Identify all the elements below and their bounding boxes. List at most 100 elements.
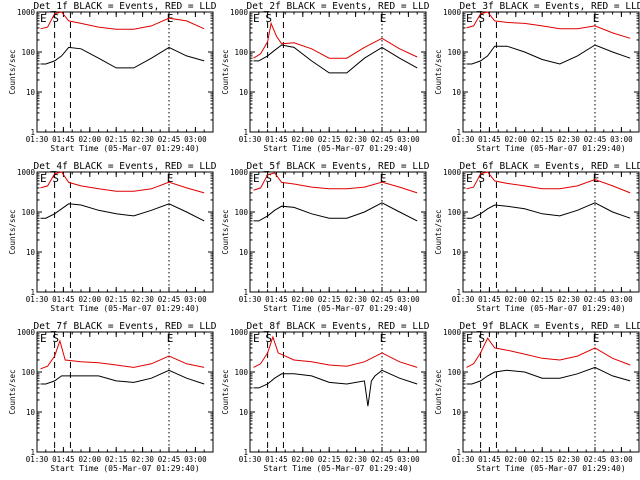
y-tick-label: 1000 xyxy=(443,168,462,177)
x-tick-label: 02:00 xyxy=(292,135,315,144)
event-marker-S: S xyxy=(52,12,59,25)
events-series-line xyxy=(466,366,631,385)
event-marker-E: E xyxy=(466,332,473,345)
y-tick-label: 10 xyxy=(239,408,249,417)
panel-title: Det_1f BLACK = Events, RED = LLD xyxy=(33,1,216,12)
x-tick-label: 02:00 xyxy=(505,135,528,144)
x-tick-label: 02:15 xyxy=(105,135,128,144)
x-axis-label: Start Time (05-Mar-07 01:29:40) xyxy=(476,304,625,313)
x-tick-label: 02:15 xyxy=(105,295,128,304)
lld-series-line xyxy=(40,339,205,370)
y-tick-label: 1 xyxy=(243,288,248,297)
x-tick-label: 03:00 xyxy=(610,455,633,464)
x-tick-label: 02:45 xyxy=(584,455,607,464)
y-tick-label: 1000 xyxy=(230,168,249,177)
event-marker-S: S xyxy=(478,332,485,345)
y-axis-label: Counts/sec xyxy=(221,49,230,94)
x-tick-label: 02:00 xyxy=(505,295,528,304)
x-axis-label: Start Time (05-Mar-07 01:29:40) xyxy=(50,464,199,473)
plot-frame xyxy=(249,331,427,453)
y-axis-label: Counts/sec xyxy=(434,209,443,254)
x-tick-label: 02:15 xyxy=(531,135,554,144)
event-marker-E: E xyxy=(593,332,600,345)
event-marker-S: S xyxy=(265,332,272,345)
panel-1: Det_1f BLACK = Events, RED = LLD 1 10 100 10… xyxy=(8,1,217,153)
event-marker-E: E xyxy=(593,12,600,25)
x-tick-label: 02:00 xyxy=(505,455,528,464)
event-marker-E: E xyxy=(380,12,387,25)
x-tick-label: 02:00 xyxy=(292,455,315,464)
y-tick-label: 100 xyxy=(21,368,35,377)
y-tick-label: 1000 xyxy=(17,328,36,337)
y-tick-label: 1 xyxy=(30,288,35,297)
y-tick-label: 10 xyxy=(452,408,462,417)
y-tick-label: 100 xyxy=(234,48,248,57)
event-marker-E: E xyxy=(253,332,260,345)
panel-title: Det_6f BLACK = Events, RED = LLD xyxy=(459,161,640,172)
panel-7: Det_7f BLACK = Events, RED = LLD 1 10 100 10… xyxy=(8,321,217,473)
y-tick-label: 1 xyxy=(243,448,248,457)
lld-series-line xyxy=(466,171,631,194)
y-axis-label: Counts/sec xyxy=(8,369,17,414)
x-tick-label: 01:30 xyxy=(239,135,262,144)
x-tick-label: 02:30 xyxy=(344,455,367,464)
events-series-line xyxy=(253,44,418,74)
y-axis-label: Counts/sec xyxy=(221,209,230,254)
y-tick-label: 1000 xyxy=(230,8,249,17)
x-tick-label: 03:00 xyxy=(184,295,207,304)
x-tick-label: 02:30 xyxy=(344,295,367,304)
y-axis-label: Counts/sec xyxy=(8,209,17,254)
x-tick-label: 02:30 xyxy=(131,295,154,304)
y-tick-label: 1 xyxy=(243,128,248,137)
panel-8: Det_8f BLACK = Events, RED = LLD 1 10 100 10… xyxy=(221,321,430,473)
y-tick-label: 1 xyxy=(456,448,461,457)
x-tick-label: 02:15 xyxy=(318,135,341,144)
event-marker-S: S xyxy=(478,12,485,25)
y-axis-label: Counts/sec xyxy=(8,49,17,94)
x-tick-label: 02:45 xyxy=(158,135,181,144)
lld-series-line xyxy=(253,172,418,194)
x-axis-label: Start Time (05-Mar-07 01:29:40) xyxy=(263,144,412,153)
events-series-line xyxy=(40,46,205,69)
x-axis-label: Start Time (05-Mar-07 01:29:40) xyxy=(263,304,412,313)
panel-title: Det_4f BLACK = Events, RED = LLD xyxy=(33,161,216,172)
events-series-line xyxy=(253,202,418,222)
x-tick-label: 02:00 xyxy=(79,135,102,144)
panel-9: Det_9f BLACK = Events, RED = LLD 1 10 100 10… xyxy=(434,321,640,473)
x-tick-label: 02:45 xyxy=(371,455,394,464)
y-tick-label: 100 xyxy=(21,208,35,217)
lld-series-line xyxy=(466,11,631,39)
y-tick-label: 1000 xyxy=(230,328,249,337)
y-tick-label: 100 xyxy=(447,48,461,57)
y-tick-label: 100 xyxy=(447,208,461,217)
x-tick-label: 02:00 xyxy=(79,295,102,304)
x-axis-label: Start Time (05-Mar-07 01:29:40) xyxy=(476,144,625,153)
y-tick-label: 1000 xyxy=(17,168,36,177)
y-tick-label: 1000 xyxy=(443,328,462,337)
events-series-line xyxy=(253,369,418,407)
panel-title: Det_8f BLACK = Events, RED = LLD xyxy=(246,321,429,332)
panel-4: Det_4f BLACK = Events, RED = LLD 1 10 100 10… xyxy=(8,161,217,313)
y-tick-label: 1 xyxy=(30,448,35,457)
panel-title: Det_9f BLACK = Events, RED = LLD xyxy=(459,321,640,332)
x-tick-label: 01:45 xyxy=(52,295,75,304)
plot-frame xyxy=(462,331,640,453)
lld-series-line xyxy=(40,171,205,194)
panel-6: Det_6f BLACK = Events, RED = LLD 1 10 100 10… xyxy=(434,161,640,313)
event-marker-E: E xyxy=(167,332,174,345)
panel-title: Det_3f BLACK = Events, RED = LLD xyxy=(459,1,640,12)
panel-title: Det_2f BLACK = Events, RED = LLD xyxy=(246,1,429,12)
x-tick-label: 03:00 xyxy=(397,295,420,304)
y-tick-label: 10 xyxy=(26,88,36,97)
y-tick-label: 100 xyxy=(447,368,461,377)
y-axis-label: Counts/sec xyxy=(221,369,230,414)
event-marker-E: E xyxy=(40,12,47,25)
x-tick-label: 03:00 xyxy=(184,135,207,144)
x-axis-label: Start Time (05-Mar-07 01:29:40) xyxy=(50,144,199,153)
x-tick-label: 02:30 xyxy=(557,295,580,304)
y-tick-label: 10 xyxy=(239,248,249,257)
y-tick-label: 1000 xyxy=(443,8,462,17)
x-axis-label: Start Time (05-Mar-07 01:29:40) xyxy=(50,304,199,313)
x-tick-label: 01:30 xyxy=(239,295,262,304)
